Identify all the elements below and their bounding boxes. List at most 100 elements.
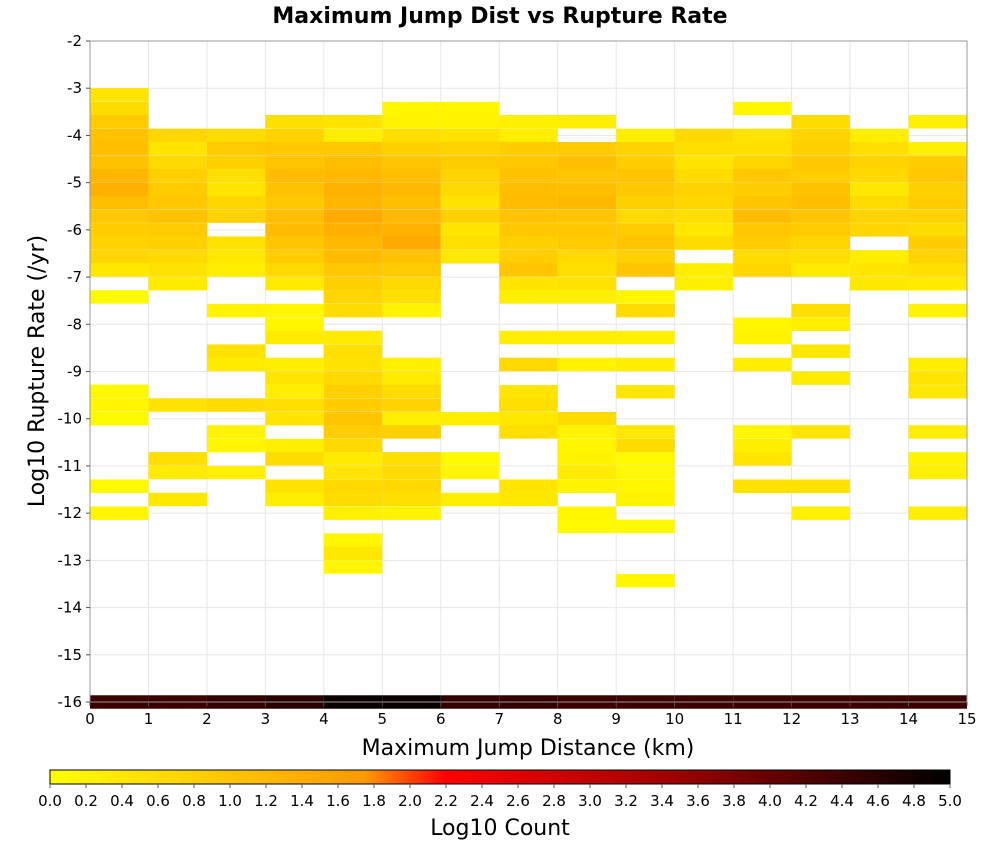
heatmap-cell [499,425,558,439]
heatmap-cell [557,250,617,264]
heatmap-cell [382,492,441,507]
heatmap-cell [850,155,909,170]
heatmap-cell [557,290,617,304]
heatmap-cell [733,101,792,116]
chart-title: Maximum Jump Dist vs Rupture Rate [272,4,727,29]
heatmap-cell [382,479,441,493]
heatmap-cell [382,236,441,250]
heatmap-cell [265,155,324,170]
heatmap-cell [265,182,324,196]
heatmap-cell [791,195,851,210]
heatmap-cell [616,465,675,480]
y-tick-label: -12 [58,504,83,522]
heatmap-cell [908,371,967,385]
heatmap-cell [850,128,909,143]
heatmap-cell [557,452,617,466]
heatmap-cell [323,115,383,129]
heatmap-cell [382,250,441,264]
heatmap-cell [148,195,207,210]
heatmap-cell [674,195,734,210]
heatmap-cell [265,223,324,237]
y-tick-label: -8 [67,315,82,333]
y-tick-label: -5 [67,174,82,192]
heatmap-cell [557,182,617,196]
heatmap-cell [791,263,851,277]
heatmap-cell [499,250,558,264]
heatmap-cell [265,438,324,453]
colorbar-tick-label: 1.4 [290,792,314,810]
heatmap-cell [791,209,851,223]
heatmap-cell [850,276,909,291]
heatmap-cell [499,276,558,291]
heatmap-cell [440,411,500,426]
x-tick-label: 10 [665,710,684,728]
heatmap-cell [323,411,383,426]
heatmap-cell [791,236,851,250]
heatmap-cell [265,250,324,264]
colorbar-tick-label: 1.6 [326,792,350,810]
heatmap-cell [90,290,149,304]
heatmap-cell [206,425,266,439]
x-tick-label: 6 [436,710,446,728]
heatmap-cell [265,141,324,156]
heatmap-cell [323,384,383,399]
y-tick-label: -6 [67,221,82,239]
y-tick-label: -15 [58,646,83,664]
heatmap-cell [557,479,617,493]
heatmap-cell [499,385,558,399]
heatmap-cell [206,209,266,223]
heatmap-cell [265,303,324,318]
colorbar-tick-label: 4.6 [866,792,890,810]
heatmap-cell [908,209,967,223]
colorbar-tick-label: 4.4 [830,792,854,810]
heatmap-cell [557,276,617,291]
heatmap-cell [557,115,617,129]
heatmap-cell [206,398,266,412]
heatmap-cell [616,573,675,588]
heatmap-cell [440,155,500,170]
heatmap-cell [791,141,851,156]
y-tick-label: -4 [67,126,82,144]
heatmap-cell [557,425,617,439]
heatmap-cell [206,303,266,318]
heatmap-cell [382,371,441,385]
heatmap-cell [90,384,149,399]
colorbar-tick-label: 1.2 [254,792,278,810]
y-tick-label: -3 [67,79,82,97]
x-tick-label: 9 [611,710,621,728]
colorbar-tick-label: 0.8 [182,792,206,810]
heatmap-cell [323,344,383,358]
heatmap-cell [265,115,324,129]
heatmap-cell [148,492,207,507]
heatmap-cell [323,398,383,412]
heatmap-cell [908,276,967,291]
heatmap-cell [382,195,441,210]
heatmap-cell [90,250,149,264]
heatmap-cell [323,168,383,183]
colorbar-tick-label: 1.0 [218,792,242,810]
heatmap-cell [265,371,324,385]
heatmap-cell [382,115,441,129]
colorbar-tick-label: 4.2 [794,792,818,810]
heatmap-cell [908,250,967,264]
heatmap-cell [323,492,383,507]
heatmap-cell [440,168,500,183]
heatmap-cell [557,438,617,453]
heatmap-cell [265,492,324,507]
heatmap-cell [908,452,967,466]
heatmap-cell [791,479,851,493]
x-tick-label: 3 [261,710,271,728]
heatmap-cell [674,223,734,237]
heatmap-cell [265,263,324,277]
heatmap-cell [90,141,149,156]
heatmap-cell [499,290,558,304]
heatmap-cell [616,425,675,439]
heatmap-cell [323,452,383,466]
heatmap-cell [90,168,149,183]
heatmap-cell [382,465,441,480]
colorbar-tick-label: 0.4 [110,792,134,810]
heatmap-cell [323,223,383,237]
x-tick-label: 0 [85,710,95,728]
heatmap-cell [616,223,675,237]
colorbar-tick-label: 3.4 [650,792,674,810]
